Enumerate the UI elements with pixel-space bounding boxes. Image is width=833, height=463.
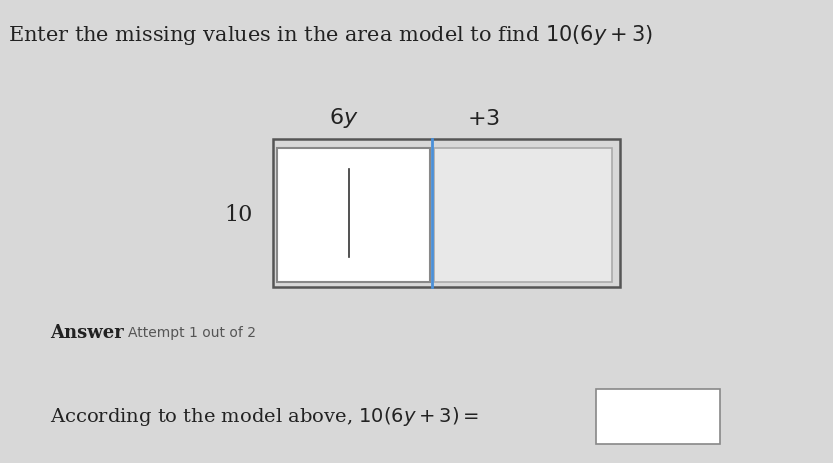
Text: 10: 10 [224,204,252,226]
Bar [596,389,720,444]
Text: Enter the missing values in the area model to find $10(6y+3)$: Enter the missing values in the area mod… [8,23,653,47]
Bar [434,148,612,282]
Text: $+3$: $+3$ [467,107,501,130]
Bar [273,139,621,287]
Bar [277,148,430,282]
Text: $6y$: $6y$ [328,106,358,130]
Text: Attempt 1 out of 2: Attempt 1 out of 2 [128,326,257,340]
Text: Answer: Answer [50,325,123,342]
Text: According to the model above, $10(6y+3)=$: According to the model above, $10(6y+3)=… [50,405,479,428]
